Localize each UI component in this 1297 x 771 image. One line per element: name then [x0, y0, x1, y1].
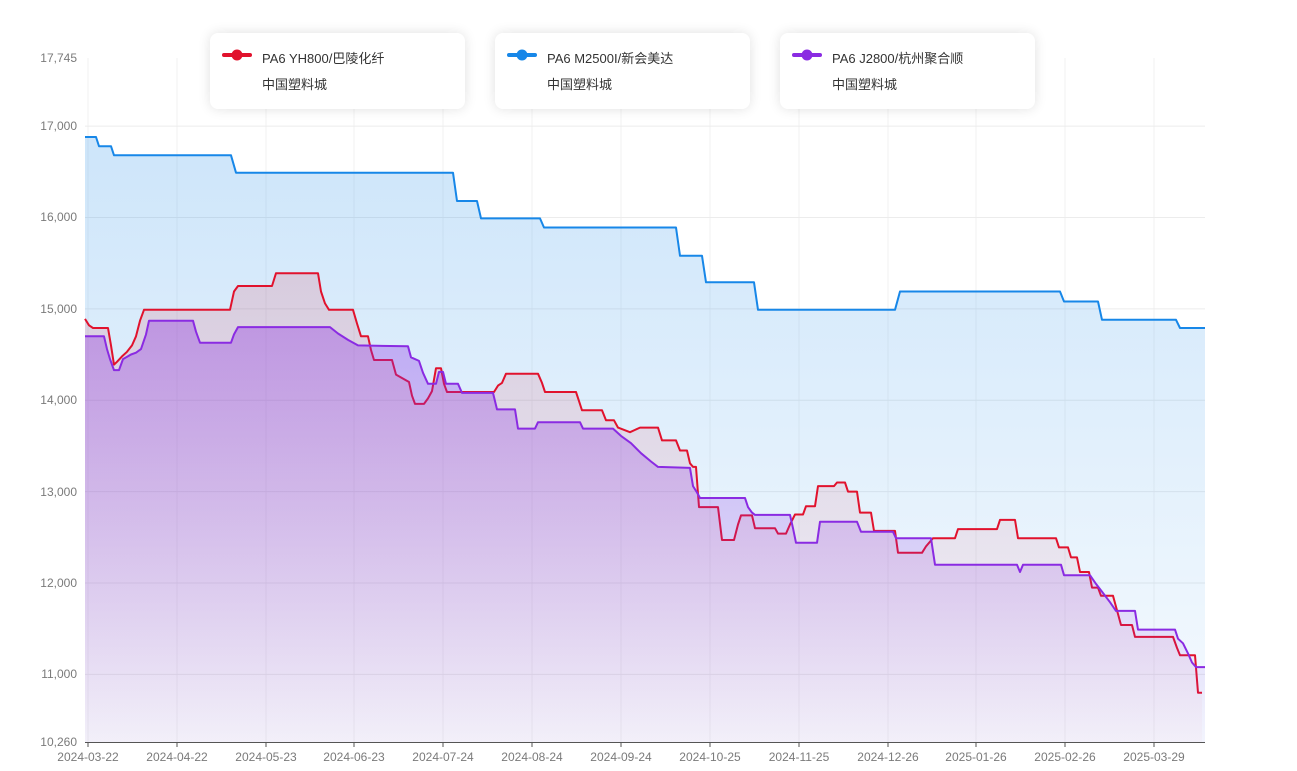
- x-axis-label: 2024-04-22: [146, 750, 208, 764]
- legend-item-pa6-yh800[interactable]: PA6 YH800/巴陵化纤 中国塑料城: [210, 33, 465, 109]
- legend-item-pa6-j2800[interactable]: PA6 J2800/杭州聚合顺 中国塑料城: [780, 33, 1035, 109]
- y-axis-label: 14,000: [40, 393, 77, 408]
- y-axis-label: 16,000: [40, 210, 77, 225]
- purple-line-marker-icon: [792, 49, 822, 61]
- legend-label: PA6 M2500I/新会美达 中国塑料城: [547, 46, 673, 98]
- y-axis-label: 12,000: [40, 575, 77, 590]
- legend-label: PA6 J2800/杭州聚合顺 中国塑料城: [832, 46, 963, 98]
- y-axis-label: 17,745: [40, 51, 77, 65]
- legend-series-name: PA6 YH800/巴陵化纤: [262, 51, 385, 66]
- legend-item-pa6-m2500i[interactable]: PA6 M2500I/新会美达 中国塑料城: [495, 33, 750, 109]
- x-axis-label: 2024-03-22: [57, 750, 119, 764]
- y-axis-label: 13,000: [40, 484, 77, 499]
- series-layer: [84, 136, 1205, 742]
- x-axis-label: 2025-01-26: [945, 750, 1007, 764]
- legend-label: PA6 YH800/巴陵化纤 中国塑料城: [262, 46, 384, 98]
- y-axis-label: 17,000: [40, 119, 77, 134]
- legend-series-name: PA6 M2500I/新会美达: [547, 51, 674, 66]
- legend-series-sub: 中国塑料城: [547, 77, 613, 92]
- series-line-0: [84, 272, 1202, 694]
- series-line-1: [85, 136, 1205, 329]
- chart-legend: PA6 YH800/巴陵化纤 中国塑料城 PA6 M2500I/新会美达 中国塑…: [210, 33, 1035, 109]
- blue-dot-icon: [516, 49, 528, 61]
- x-axis-label: 2024-09-24: [590, 750, 652, 764]
- red-line-marker-icon: [222, 49, 252, 61]
- legend-series-name: PA6 J2800/杭州聚合顺: [832, 51, 964, 66]
- axis-layer: [85, 742, 1205, 747]
- legend-series-sub: 中国塑料城: [832, 77, 898, 92]
- legend-series-sub: 中国塑料城: [262, 77, 328, 92]
- x-axis-label: 2024-10-25: [679, 750, 741, 764]
- blue-line-marker-icon: [507, 49, 537, 61]
- x-axis-label: 2024-05-23: [235, 750, 297, 764]
- x-axis-label: 2024-06-23: [323, 750, 385, 764]
- x-axis-label: 2025-02-26: [1034, 750, 1096, 764]
- x-axis-label: 2024-12-26: [857, 750, 919, 764]
- purple-dot-icon: [801, 49, 813, 61]
- x-axis-label: 2025-03-29: [1123, 750, 1185, 764]
- x-axis-label: 2024-11-25: [768, 750, 830, 764]
- red-dot-icon: [231, 49, 243, 61]
- x-axis-label: 2024-08-24: [501, 750, 563, 764]
- y-axis-label: 15,000: [40, 301, 77, 316]
- series-area-2: [85, 320, 1205, 742]
- y-axis-label: 11,000: [41, 667, 77, 682]
- series-line-2: [85, 319, 1205, 669]
- x-axis-label: 2024-07-24: [412, 750, 474, 764]
- y-axis-label: 10,260: [40, 735, 77, 749]
